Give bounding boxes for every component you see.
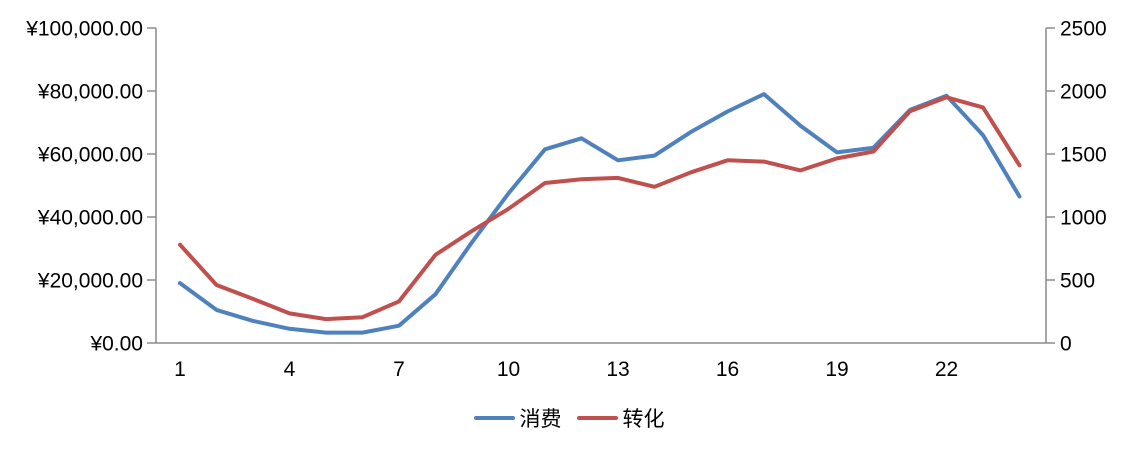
y-axis-left-label: ¥80,000.00 (37, 81, 143, 104)
x-axis-label: 1 (174, 358, 186, 381)
legend: 消费 转化 (0, 403, 1138, 433)
x-axis-label: 13 (606, 358, 629, 381)
legend-label-conversion: 转化 (622, 408, 665, 431)
y-axis-left-label: ¥40,000.00 (37, 207, 143, 230)
x-axis-label: 16 (716, 358, 739, 381)
y-axis-right-label: 2000 (1060, 81, 1107, 104)
y-axis-right-label: 0 (1060, 333, 1072, 356)
y-axis-left-label: ¥20,000.00 (37, 270, 143, 293)
legend-item-conversion: 转化 (576, 403, 665, 433)
x-axis-label: 10 (497, 358, 520, 381)
y-axis-right-label: 2500 (1060, 18, 1107, 41)
y-axis-right-label: 500 (1060, 270, 1095, 293)
spend-series-line (178, 92, 1022, 335)
y-axis-left-label: ¥0.00 (89, 333, 143, 356)
y-axis-right-label: 1000 (1060, 207, 1107, 230)
y-axis-right-label: 1500 (1060, 144, 1107, 167)
x-axis-label: 7 (393, 358, 405, 381)
legend-item-spend: 消费 (473, 403, 562, 433)
x-axis-label: 19 (825, 358, 848, 381)
legend-swatch-conversion-line (576, 416, 618, 420)
legend-label-spend: 消费 (519, 408, 562, 431)
y-axis-left-label: ¥60,000.00 (37, 144, 143, 167)
x-axis-label: 4 (284, 358, 296, 381)
conversion-series-line (178, 95, 1022, 322)
y-axis-left-label: ¥100,000.00 (25, 18, 143, 41)
x-axis-label: 22 (935, 358, 958, 381)
legend-swatch-spend-line (473, 416, 515, 420)
